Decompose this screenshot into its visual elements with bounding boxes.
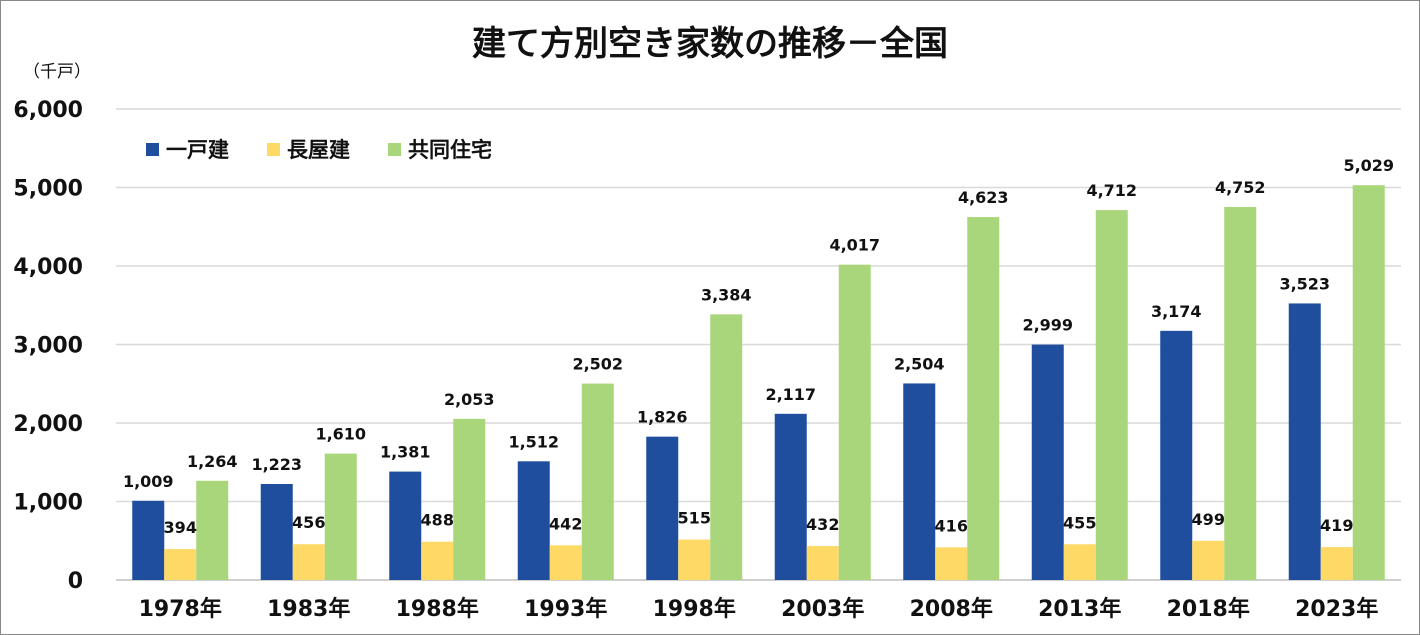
bar-共同住宅	[710, 314, 743, 580]
x-tick-label: 2023年	[1295, 596, 1378, 622]
data-label: 455	[1063, 513, 1096, 532]
data-label: 1,381	[380, 443, 431, 462]
y-tick-label: 6,000	[13, 98, 83, 123]
data-label: 2,502	[572, 355, 623, 374]
bar-長屋建	[806, 546, 839, 580]
data-label: 4,712	[1086, 181, 1137, 200]
x-tick-label: 1993年	[524, 596, 607, 622]
y-axis-unit: （千戸）	[23, 62, 91, 82]
data-label: 1,610	[315, 425, 366, 444]
bar-長屋建	[1192, 540, 1225, 580]
bar-長屋建	[935, 547, 968, 580]
bar-長屋建	[1063, 544, 1096, 580]
x-tick-label: 2008年	[910, 596, 993, 622]
bar-長屋建	[421, 541, 454, 580]
data-label: 2,053	[444, 390, 495, 409]
bar-一戸建	[1288, 303, 1321, 580]
bar-一戸建	[517, 461, 550, 580]
data-label: 442	[549, 514, 582, 533]
data-label: 1,264	[187, 452, 238, 471]
data-label: 2,999	[1022, 316, 1073, 335]
bar-一戸建	[1160, 330, 1193, 580]
bar-共同住宅	[1224, 206, 1257, 580]
bar-共同住宅	[196, 480, 229, 580]
x-tick-label: 2018年	[1167, 596, 1250, 622]
bar-一戸建	[646, 436, 679, 580]
bar-長屋建	[678, 539, 711, 580]
x-tick-label: 1983年	[267, 596, 350, 622]
x-tick-label: 2013年	[1038, 596, 1121, 622]
data-label: 1,223	[251, 455, 302, 474]
x-tick-label: 1978年	[139, 596, 222, 622]
data-label: 4,623	[958, 188, 1009, 207]
legend-swatch	[267, 143, 280, 156]
y-tick-label: 5,000	[13, 177, 83, 202]
data-label: 2,117	[765, 385, 816, 404]
bar-共同住宅	[1352, 185, 1385, 580]
y-tick-label: 0	[68, 569, 83, 594]
bar-一戸建	[1031, 344, 1064, 580]
legend-swatch	[146, 143, 159, 156]
y-tick-label: 4,000	[13, 255, 83, 280]
legend-label: 一戸建	[166, 138, 229, 162]
legend-swatch	[388, 143, 401, 156]
data-label: 432	[806, 515, 839, 534]
data-label: 1,826	[637, 408, 688, 427]
bar-一戸建	[903, 383, 936, 580]
y-tick-label: 2,000	[13, 412, 83, 437]
data-label: 3,523	[1279, 274, 1330, 293]
data-label: 1,009	[123, 472, 174, 491]
bar-長屋建	[164, 549, 197, 580]
bar-共同住宅	[838, 264, 871, 580]
y-tick-label: 1,000	[13, 491, 83, 516]
x-tick-label: 1988年	[396, 596, 479, 622]
bar-一戸建	[132, 500, 165, 580]
bar-共同住宅	[581, 383, 614, 580]
x-tick-label: 2003年	[781, 596, 864, 622]
data-label: 394	[164, 518, 197, 537]
bar-一戸建	[260, 483, 293, 580]
bar-一戸建	[389, 471, 422, 580]
y-tick-label: 3,000	[13, 334, 83, 359]
data-label: 1,512	[508, 432, 559, 451]
data-label: 515	[678, 509, 711, 528]
data-label: 3,384	[701, 285, 752, 304]
chart-title: 建て方別空き家数の推移－全国	[472, 24, 948, 64]
data-label: 456	[292, 513, 325, 532]
data-label: 4,752	[1215, 178, 1266, 197]
legend-label: 長屋建	[287, 138, 350, 162]
data-label: 5,029	[1343, 156, 1394, 175]
bar-長屋建	[549, 545, 582, 580]
bar-共同住宅	[453, 418, 486, 580]
x-tick-label: 1998年	[653, 596, 736, 622]
data-label: 2,504	[894, 354, 945, 373]
data-label: 4,017	[829, 236, 880, 255]
data-label: 499	[1192, 510, 1225, 529]
data-label: 3,174	[1151, 302, 1202, 321]
data-label: 419	[1320, 516, 1353, 535]
data-label: 416	[935, 516, 968, 535]
bar-共同住宅	[324, 453, 357, 580]
legend-label: 共同住宅	[408, 138, 492, 162]
bar-長屋建	[292, 544, 325, 580]
bar-共同住宅	[1095, 210, 1128, 580]
bar-一戸建	[774, 413, 807, 580]
bar-共同住宅	[967, 217, 1000, 581]
data-label: 488	[421, 511, 454, 530]
bar-長屋建	[1320, 547, 1353, 580]
